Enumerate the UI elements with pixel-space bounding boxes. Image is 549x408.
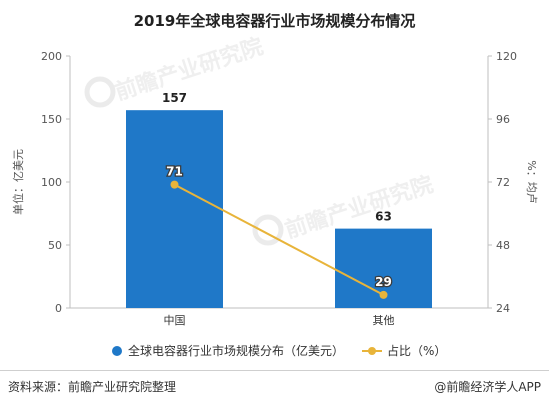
- right-tick-label-2: 72: [496, 176, 510, 189]
- share-line: [174, 183, 384, 296]
- right-tick-label-1: 48: [496, 239, 510, 252]
- chart-title: 2019年全球电容器行业市场规模分布情况: [133, 12, 416, 30]
- right-tick-label-4: 120: [496, 50, 517, 63]
- left-tick-label-2: 100: [41, 176, 62, 189]
- legend-bar-label: 全球电容器行业市场规模分布（亿美元）: [128, 343, 344, 358]
- share-point-label-0: 71: [166, 165, 183, 179]
- bar-value-label-1: 63: [375, 210, 392, 224]
- left-tick-label-1: 50: [48, 239, 62, 252]
- left-tick-label-0: 0: [55, 302, 62, 315]
- left-axis-title: 单位：亿美元: [11, 149, 25, 215]
- watermark-logo-icon: [84, 76, 116, 108]
- right-axis-title: %：均卢: [525, 160, 538, 203]
- legend-line-dot: [368, 347, 376, 355]
- x-category-label-1: 其他: [373, 314, 395, 327]
- x-category-label-0: 中国: [164, 314, 186, 327]
- bar-line-chart: 前瞻产业研究院 前瞻产业研究院 05010015020024487296120单…: [11, 33, 538, 358]
- share-point-0: [170, 180, 179, 189]
- bar-value-label-0: 157: [162, 91, 187, 105]
- legend-bar-marker: [112, 346, 122, 356]
- source-note: 资料来源：前瞻产业研究院整理: [8, 380, 177, 394]
- share-point-1: [379, 290, 388, 299]
- left-tick-label-4: 200: [41, 50, 62, 63]
- brand-note: @前瞻经济学人APP: [434, 380, 541, 394]
- right-tick-label-0: 24: [496, 302, 510, 315]
- share-point-label-1: 29: [375, 275, 392, 289]
- legend-line-label: 占比（%）: [387, 343, 446, 358]
- right-tick-label-3: 96: [496, 113, 510, 126]
- left-tick-label-3: 150: [41, 113, 62, 126]
- footer-divider: [0, 370, 549, 371]
- bar-0: [126, 110, 223, 309]
- watermark-text-1: 前瞻产业研究院: [112, 33, 267, 105]
- watermark-logo-icon-2: [252, 214, 284, 246]
